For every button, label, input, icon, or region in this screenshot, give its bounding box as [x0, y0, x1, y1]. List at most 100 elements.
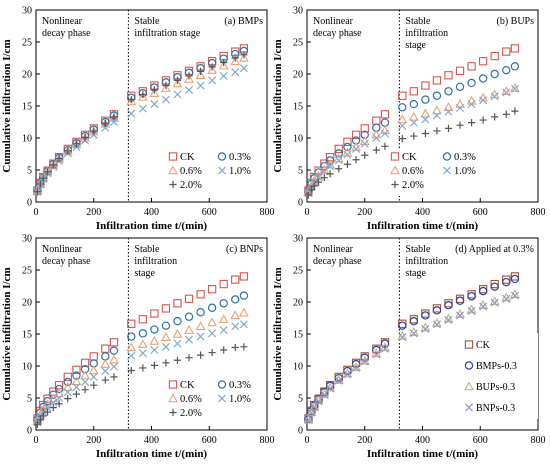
data-point [33, 420, 42, 428]
data-point [306, 406, 317, 416]
legend-label: CK [180, 152, 195, 163]
data-point [479, 96, 488, 105]
y-tick-label: 15 [22, 330, 32, 341]
x-tick-label: 200 [86, 207, 101, 218]
x-tick-label: 0 [305, 207, 310, 218]
data-point [161, 95, 170, 104]
phase2-label: stage [134, 268, 155, 279]
data-point [380, 344, 389, 353]
legend-marker [217, 380, 227, 389]
data-point [380, 339, 390, 348]
legend: CK 0.3% 0.6% 1.0% 2.0% [390, 149, 483, 196]
data-point [421, 324, 430, 333]
data-point [502, 88, 511, 97]
data-point [139, 364, 147, 372]
data-point [307, 186, 315, 194]
data-point [101, 367, 110, 376]
data-point [381, 142, 389, 150]
data-point [360, 357, 369, 366]
data-point [63, 388, 72, 397]
data-point [126, 96, 137, 106]
data-point [398, 333, 407, 342]
data-point [150, 309, 159, 318]
y-tick-label: 25 [22, 266, 32, 277]
series-2.0% [33, 343, 248, 428]
data-point [185, 85, 194, 95]
data-point [90, 381, 98, 389]
data-point [352, 144, 361, 153]
legend-marker [390, 152, 400, 161]
data-point [467, 292, 476, 301]
data-point [49, 404, 57, 412]
phase1-label: Nonlinear [42, 244, 83, 255]
chart-panel-2: 0 200 400 600 800 0 5 10 15 20 25 30 Infiltration ti… [272, 6, 546, 233]
data-point [231, 275, 240, 284]
data-point [372, 350, 381, 359]
y-tick-label: 10 [22, 362, 32, 373]
data-point [196, 67, 205, 76]
data-point [432, 320, 441, 329]
data-point [444, 301, 453, 310]
data-point [100, 358, 111, 368]
y-tick-label: 10 [293, 362, 303, 373]
data-point [326, 162, 335, 171]
data-point [81, 377, 90, 387]
data-point [43, 168, 52, 176]
data-point [320, 161, 329, 171]
y-tick-label: 25 [293, 38, 303, 49]
data-point [54, 388, 65, 398]
phase1-label: decay phase [313, 256, 362, 267]
data-point [372, 116, 381, 125]
data-point [351, 130, 361, 139]
y-tick-label: 0 [298, 426, 303, 437]
data-point [127, 319, 136, 328]
data-point [478, 74, 488, 83]
data-point [510, 272, 520, 281]
data-point [351, 362, 362, 372]
legend-marker [217, 166, 227, 175]
data-point [361, 151, 369, 159]
legend: CK BMPs-0.3 BUPs-0.3 BNPs-0.3 [463, 333, 538, 419]
legend-marker [464, 361, 474, 370]
data-point [351, 136, 361, 145]
data-point [127, 332, 136, 341]
legend-label: CK [180, 380, 195, 391]
data-point [325, 156, 335, 165]
data-point [195, 70, 206, 80]
y-tick-label: 30 [22, 234, 32, 245]
legend-marker [169, 408, 177, 417]
y-tick-label: 30 [293, 6, 303, 17]
x-tick-label: 400 [415, 207, 430, 218]
data-point [510, 44, 520, 53]
data-point [502, 65, 511, 75]
legend-label: 1.0% [229, 166, 251, 177]
data-point [502, 294, 511, 303]
data-point [72, 390, 81, 398]
data-point [490, 69, 499, 79]
data-point [63, 372, 72, 382]
data-point [510, 274, 520, 284]
data-point [467, 119, 476, 127]
data-point [421, 311, 430, 320]
x-tick-label: 0 [34, 435, 39, 446]
panel-letter-label: (a) BMPs [224, 16, 263, 27]
data-point [380, 129, 389, 138]
legend-marker [442, 152, 452, 161]
data-point [478, 57, 488, 66]
phase1-label: Nonlinear [313, 244, 354, 255]
y-tick-label: 0 [298, 198, 303, 209]
data-point [409, 87, 418, 96]
data-point [90, 127, 98, 135]
data-point [398, 103, 407, 112]
y-axis-label: Cumulative infiltration I/cm [272, 39, 284, 172]
data-point [89, 352, 98, 361]
data-point [304, 191, 313, 199]
data-point [432, 76, 442, 85]
data-point [380, 118, 390, 127]
data-point [49, 390, 58, 399]
data-point [510, 84, 519, 93]
data-point [64, 395, 72, 403]
x-tick-label: 200 [86, 435, 101, 446]
data-point [432, 306, 442, 315]
